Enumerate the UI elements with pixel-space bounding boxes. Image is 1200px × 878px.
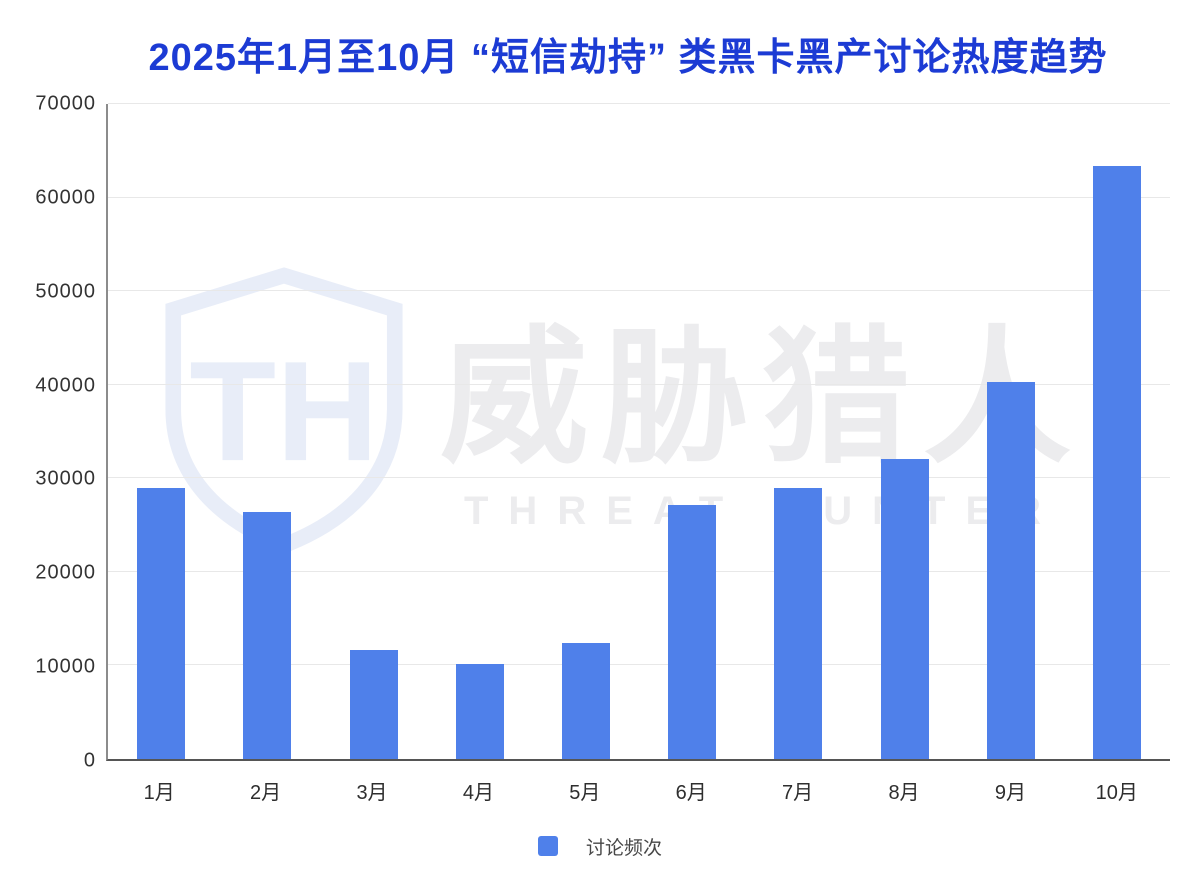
gridline-70000 xyxy=(108,103,1170,104)
gridline-20000 xyxy=(108,570,1170,572)
chart-title: 2025年1月至10月 “短信劫持” 类黑卡黑产讨论热度趋势 xyxy=(148,37,1108,79)
y-tick-label-10000: 10000 xyxy=(35,655,96,678)
bar-8月 xyxy=(880,458,929,759)
gridline-40000 xyxy=(108,383,1170,385)
x-tick-label-3月: 3月 xyxy=(356,782,388,804)
y-tick-label-30000: 30000 xyxy=(35,467,96,490)
legend-swatch-icon xyxy=(537,836,558,856)
gridline-30000 xyxy=(108,477,1170,479)
bar-9月 xyxy=(986,381,1035,759)
bar-6月 xyxy=(668,504,717,759)
watermark: TH 威胁猎人 THREAT HUNTER xyxy=(140,267,1084,551)
watermark-text: 威胁猎人 THREAT HUNTER xyxy=(440,267,1084,534)
bar-2月 xyxy=(243,511,292,759)
x-tick-label-5月: 5月 xyxy=(569,782,601,804)
x-tick-label-10月: 10月 xyxy=(1095,782,1138,804)
bar-5月 xyxy=(561,642,610,759)
x-tick-label-8月: 8月 xyxy=(888,782,920,804)
y-tick-label-50000: 50000 xyxy=(35,280,96,303)
x-tick-label-6月: 6月 xyxy=(675,782,707,804)
y-axis-labels: 0 10000 20000 30000 40000 50000 60000 70000 xyxy=(0,93,96,772)
y-tick-label-70000: 70000 xyxy=(35,92,96,115)
bar-1月 xyxy=(137,487,186,759)
watermark-cn-text: 威胁猎人 xyxy=(440,316,1084,481)
y-tick-label-40000: 40000 xyxy=(35,374,96,397)
x-tick-label-1月: 1月 xyxy=(143,782,175,804)
x-tick-label-9月: 9月 xyxy=(994,782,1026,804)
gridline-10000 xyxy=(108,664,1170,666)
logo-monogram: TH xyxy=(189,332,378,491)
legend-label: 讨论频次 xyxy=(585,837,662,859)
gridline-60000 xyxy=(108,196,1170,198)
bar-3月 xyxy=(349,649,398,759)
gridline-50000 xyxy=(108,290,1170,292)
y-tick-label-0: 0 xyxy=(83,749,96,772)
watermark-en-text: THREAT HUNTER xyxy=(464,489,1062,533)
x-tick-label-4月: 4月 xyxy=(462,782,494,804)
y-tick-label-20000: 20000 xyxy=(35,561,96,584)
bar-4月 xyxy=(455,663,504,759)
plot-area: TH 威胁猎人 THREAT HUNTER xyxy=(106,103,1170,761)
y-tick-label-60000: 60000 xyxy=(35,186,96,209)
x-tick-label-7月: 7月 xyxy=(782,782,814,804)
bar-10月 xyxy=(1092,165,1141,759)
legend: 讨论频次 xyxy=(0,832,1200,860)
x-axis-labels: 1月 2月 3月 4月 5月 6月 7月 8月 9月 10月 xyxy=(106,776,1170,804)
x-tick-label-2月: 2月 xyxy=(250,782,282,804)
bar-7月 xyxy=(774,487,823,759)
